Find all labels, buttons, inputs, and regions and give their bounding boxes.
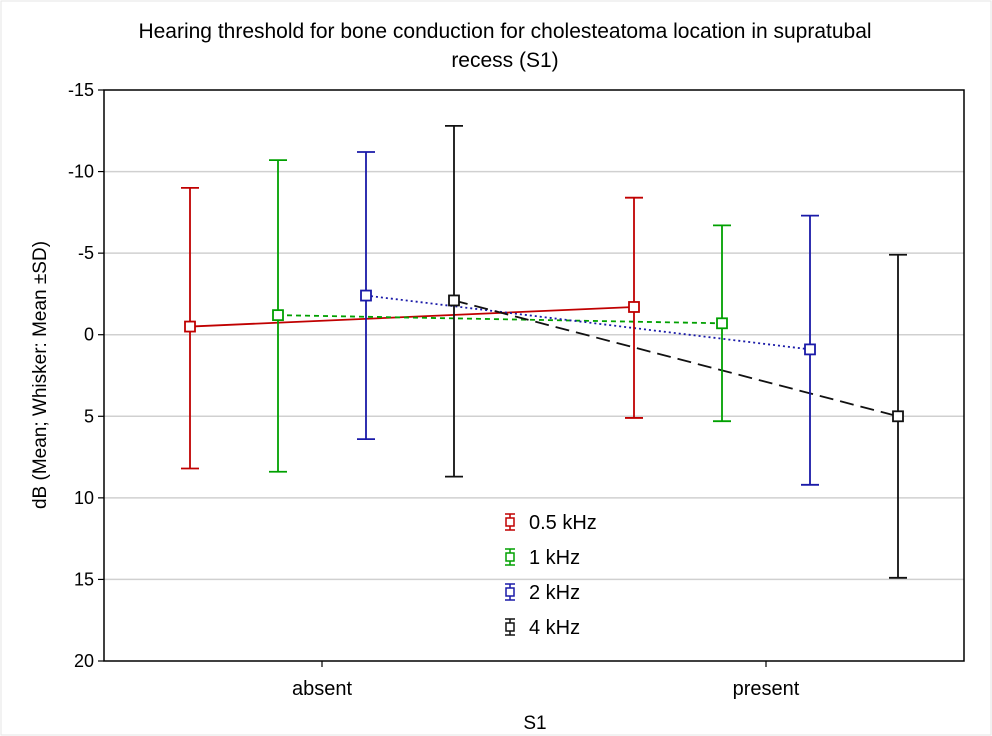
plot-area-frame: [103, 89, 965, 662]
x-tick-label-absent: absent: [292, 678, 352, 700]
legend-marker-2-kHz: [505, 587, 515, 597]
legend-marker-4-kHz: [505, 622, 515, 632]
chart-title-line-2: recess (S1): [451, 49, 558, 72]
mean-marker-4-kHz-absent: [448, 294, 460, 307]
y-tick-label--5: -5: [78, 243, 94, 263]
chart-title-line-1: Hearing threshold for bone conduction fo…: [138, 20, 871, 43]
y-tick-label-15: 15: [74, 569, 94, 589]
y-tick-label-0: 0: [84, 325, 94, 345]
legend-label-1-kHz: 1 kHz: [529, 547, 580, 569]
legend-label-2-kHz: 2 kHz: [529, 582, 580, 604]
legend-label-0_5-kHz: 0.5 kHz: [529, 512, 597, 534]
y-tick-label--15: -15: [68, 80, 94, 100]
mean-marker-2-kHz-present: [804, 343, 816, 356]
legend-marker-1-kHz: [505, 552, 515, 562]
mean-marker-1-kHz-absent: [272, 309, 284, 322]
mean-marker-2-kHz-absent: [360, 289, 372, 302]
plot-data: [181, 124, 907, 579]
series-line-0_5-kHz: [189, 306, 635, 328]
grid-lines: [104, 170, 964, 581]
legend-marker-0_5-kHz: [505, 517, 515, 527]
y-tick-label--10: -10: [68, 162, 94, 182]
x-tick-label-present: present: [733, 678, 800, 700]
y-axis-label: dB (Mean; Whisker: Mean ±SD): [30, 241, 51, 509]
legend: 0.5 kHz 1 kHz 2 kHz 4 kHz: [505, 512, 597, 639]
series-line-4-kHz: [453, 299, 899, 418]
x-axis-ticks: absent present: [292, 661, 800, 700]
mean-marker-4-kHz-present: [892, 410, 904, 423]
series-line-1-kHz: [277, 314, 723, 325]
mean-marker-0_5-kHz-absent: [184, 320, 196, 333]
legend-label-4-kHz: 4 kHz: [529, 617, 580, 639]
y-tick-label-10: 10: [74, 488, 94, 508]
mean-marker-1-kHz-present: [716, 317, 728, 330]
mean-marker-0_5-kHz-present: [628, 301, 640, 313]
y-tick-label-5: 5: [84, 406, 94, 426]
x-axis-label: S1: [523, 713, 546, 734]
y-axis-ticks: -15 -10 -5 0 5 10 15 20: [68, 80, 104, 671]
y-tick-label-20: 20: [74, 651, 94, 671]
